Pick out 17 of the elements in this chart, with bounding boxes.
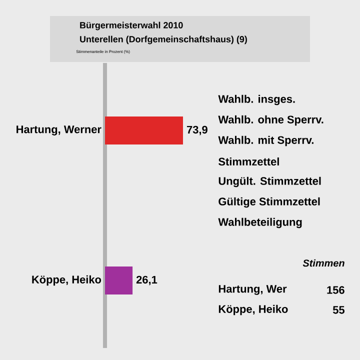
text: Hartung, Wer (218, 285, 287, 295)
text: Stimmzettel (218, 157, 279, 166)
text: Gültige Stimmzettel (218, 197, 320, 208)
data-label: 73,9 (186, 126, 208, 136)
text: Wahlb. insges. (218, 94, 295, 106)
data-label: 26,1 (136, 276, 158, 286)
text: 55 (332, 306, 344, 314)
y-tick-label: Hartung, Werner (16, 126, 102, 136)
text: Köppe, Heiko (218, 304, 288, 316)
chart-subtitle: Unterellen (Dorfgemeinschaftshaus) (9) (80, 36, 247, 44)
text: Wahlb. ohne Sperrv. (218, 115, 324, 126)
text: Wahlb. mit Sperrv. (218, 136, 314, 146)
text: Wahlbeteiligung (218, 218, 302, 228)
chart-title: Bürgermeisterwahl 2010 (80, 22, 183, 30)
text: Ungült. Stimmzettel (218, 176, 321, 188)
text: Stimmen (302, 259, 344, 267)
text: 156 (327, 286, 344, 294)
